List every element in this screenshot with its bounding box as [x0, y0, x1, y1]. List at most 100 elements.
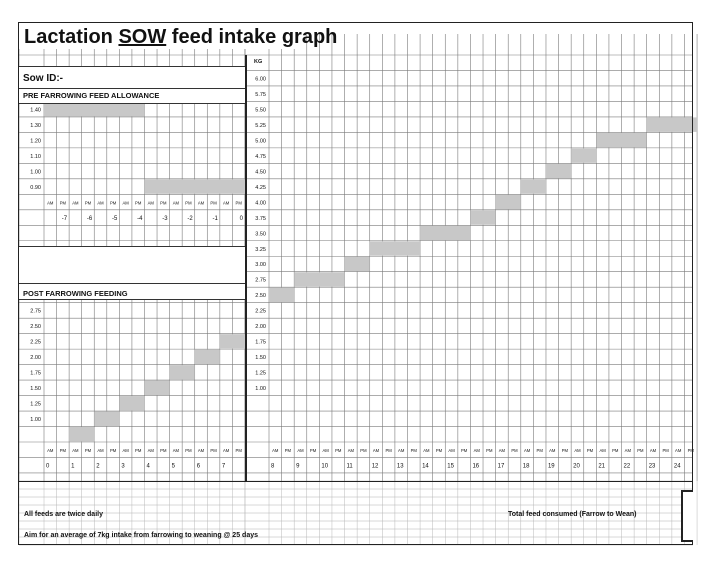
main-day-label: 14 — [422, 463, 429, 469]
pm-label: PM — [411, 448, 418, 453]
pre-y-tick-label: 0.90 — [30, 185, 41, 191]
post-y-tick-label: 1.50 — [30, 386, 41, 392]
pm-label: PM — [461, 448, 468, 453]
main-y-tick-label: 3.50 — [255, 231, 266, 237]
pm-label: PM — [310, 448, 317, 453]
am-label: AM — [47, 448, 54, 453]
main-y-tick-label: 1.75 — [255, 340, 266, 346]
post-y-tick-label: 1.25 — [30, 402, 41, 408]
am-label: AM — [223, 448, 230, 453]
pm-label: PM — [662, 448, 669, 453]
feed-level-cell — [69, 427, 95, 442]
mid-blank-area — [19, 246, 245, 283]
am-label: AM — [148, 448, 155, 453]
main-y-tick-label: 3.75 — [255, 216, 266, 222]
feed-level-cell — [169, 365, 195, 380]
feed-level-cell — [344, 256, 370, 272]
pm-label: PM — [210, 200, 217, 205]
panel-divider — [245, 55, 247, 481]
pm-label: PM — [637, 448, 644, 453]
main-day-label: 20 — [573, 463, 580, 469]
total-feed-label: Total feed consumed (Farrow to Wean) — [508, 511, 637, 518]
feed-level-cell — [219, 334, 245, 349]
pm-label: PM — [236, 448, 243, 453]
main-day-label: 23 — [649, 463, 656, 469]
pm-label: PM — [236, 200, 243, 205]
main-y-tick-label: 4.00 — [255, 200, 266, 206]
post-day-label: 2 — [96, 463, 100, 469]
main-day-label: 15 — [447, 463, 454, 469]
am-label: AM — [148, 200, 155, 205]
am-label: AM — [198, 200, 205, 205]
am-label: AM — [574, 448, 581, 453]
pm-label: PM — [135, 200, 142, 205]
feed-level-cell — [119, 396, 145, 411]
pre-day-label: 0 — [240, 216, 244, 222]
post-day-label: 6 — [197, 463, 201, 469]
feed-level-cell — [294, 272, 345, 287]
am-label: AM — [122, 448, 129, 453]
am-label: AM — [625, 448, 632, 453]
pre-day-label: -4 — [137, 216, 143, 222]
pre-y-tick-label: 1.20 — [30, 138, 41, 144]
main-y-tick-label: 5.00 — [255, 138, 266, 144]
main-day-label: 13 — [397, 463, 404, 469]
pre-farrowing-heading: PRE FARROWING FEED ALLOWANCE — [23, 91, 160, 100]
am-label: AM — [373, 448, 380, 453]
pm-label: PM — [185, 448, 192, 453]
feed-level-cell — [144, 380, 170, 396]
main-y-tick-label: 1.25 — [255, 371, 266, 377]
pm-label: PM — [486, 448, 493, 453]
am-label: AM — [173, 448, 180, 453]
sow-id-area — [19, 66, 245, 88]
post-y-tick-label: 2.50 — [30, 324, 41, 330]
main-day-label: 9 — [296, 463, 300, 469]
page-title: Lactation SOW feed intake graph — [24, 26, 338, 48]
am-label: AM — [650, 448, 657, 453]
post-day-label: 3 — [121, 463, 125, 469]
average-intake-note: Aim for an average of 7kg intake from fa… — [24, 532, 258, 539]
pre-y-tick-label: 1.30 — [30, 123, 41, 129]
pm-label: PM — [85, 448, 92, 453]
main-day-label: 10 — [321, 463, 328, 469]
main-y-tick-label: 1.00 — [255, 386, 266, 392]
am-label: AM — [323, 448, 330, 453]
main-y-tick-label: 3.25 — [255, 247, 266, 253]
am-label: AM — [297, 448, 304, 453]
pre-day-label: -2 — [187, 216, 193, 222]
twice-daily-note: All feeds are twice daily — [24, 511, 103, 518]
pm-label: PM — [185, 200, 192, 205]
main-y-tick-label: 2.00 — [255, 324, 266, 330]
feed-level-cell — [545, 163, 572, 179]
main-day-label: 21 — [598, 463, 605, 469]
am-label: AM — [72, 200, 79, 205]
pre-y-tick-label: 1.10 — [30, 154, 41, 160]
sow-id-top-line — [19, 66, 245, 67]
main-day-label: 11 — [347, 463, 354, 469]
feed-level-cell — [369, 241, 421, 256]
am-label: AM — [97, 200, 104, 205]
pre-day-label: -6 — [87, 216, 93, 222]
chart-bottom-line — [19, 481, 693, 482]
am-label: AM — [448, 448, 455, 453]
post-y-tick-label: 1.75 — [30, 371, 41, 377]
main-y-tick-label: 4.75 — [255, 154, 266, 160]
post-day-label: 7 — [222, 463, 226, 469]
pm-label: PM — [436, 448, 443, 453]
title-area — [19, 23, 300, 49]
pre-heading-line — [19, 103, 245, 104]
pre-day-label: -7 — [62, 216, 68, 222]
post-heading-line — [19, 299, 245, 300]
post-y-tick-label: 2.00 — [30, 355, 41, 361]
kg-unit-label: KG — [254, 59, 263, 65]
feed-level-cell — [44, 101, 145, 117]
am-label: AM — [675, 448, 682, 453]
am-label: AM — [348, 448, 355, 453]
post-day-label: 5 — [172, 463, 176, 469]
pre-day-label: -3 — [162, 216, 168, 222]
feed-level-cell — [470, 210, 496, 225]
post-y-tick-label: 1.00 — [30, 417, 41, 423]
post-day-label: 4 — [146, 463, 150, 469]
post-day-label: 0 — [46, 463, 50, 469]
feed-level-cell — [269, 287, 295, 303]
